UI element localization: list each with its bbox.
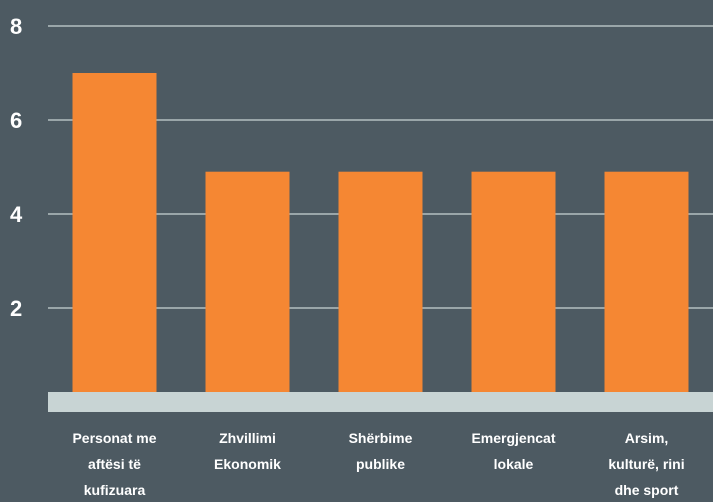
x-tick-label-line: Zhvillimi — [219, 430, 276, 446]
x-tick-label-line: dhe sport — [615, 482, 679, 498]
bar-3 — [338, 171, 423, 402]
x-tick-label-3: Shërbime publike — [349, 430, 413, 472]
y-tick-label-4: 4 — [10, 202, 23, 227]
x-tick-label-line: Emergjencat — [471, 430, 555, 446]
bar-1 — [72, 73, 157, 402]
x-tick-label-line: kufizuara — [84, 482, 146, 498]
x-tick-label-2: Zhvillimi Ekonomik — [214, 430, 281, 472]
bar-5 — [604, 171, 689, 402]
x-tick-label-line: Personat me — [72, 430, 156, 446]
bar-2 — [205, 171, 290, 402]
y-tick-label-6: 6 — [10, 108, 22, 133]
bar-4 — [471, 171, 556, 402]
x-tick-label-line: Ekonomik — [214, 456, 281, 472]
x-tick-label-line: Arsim, — [625, 430, 669, 446]
y-tick-label-2: 2 — [10, 296, 22, 321]
x-tick-label-5: Arsim, kulturë, rini dhe sport — [608, 430, 684, 498]
x-tick-label-line: publike — [356, 456, 405, 472]
x-tick-label-1: Personat me aftësi të kufizuara — [72, 430, 156, 498]
x-tick-label-line: Shërbime — [349, 430, 413, 446]
y-tick-label-8: 8 — [10, 14, 22, 39]
x-tick-label-line: lokale — [494, 456, 534, 472]
x-tick-label-4: Emergjencat lokale — [471, 430, 555, 472]
x-tick-label-line: aftësi të — [88, 456, 141, 472]
x-tick-label-line: kulturë, rini — [608, 456, 684, 472]
x-axis-baseline — [48, 392, 713, 412]
